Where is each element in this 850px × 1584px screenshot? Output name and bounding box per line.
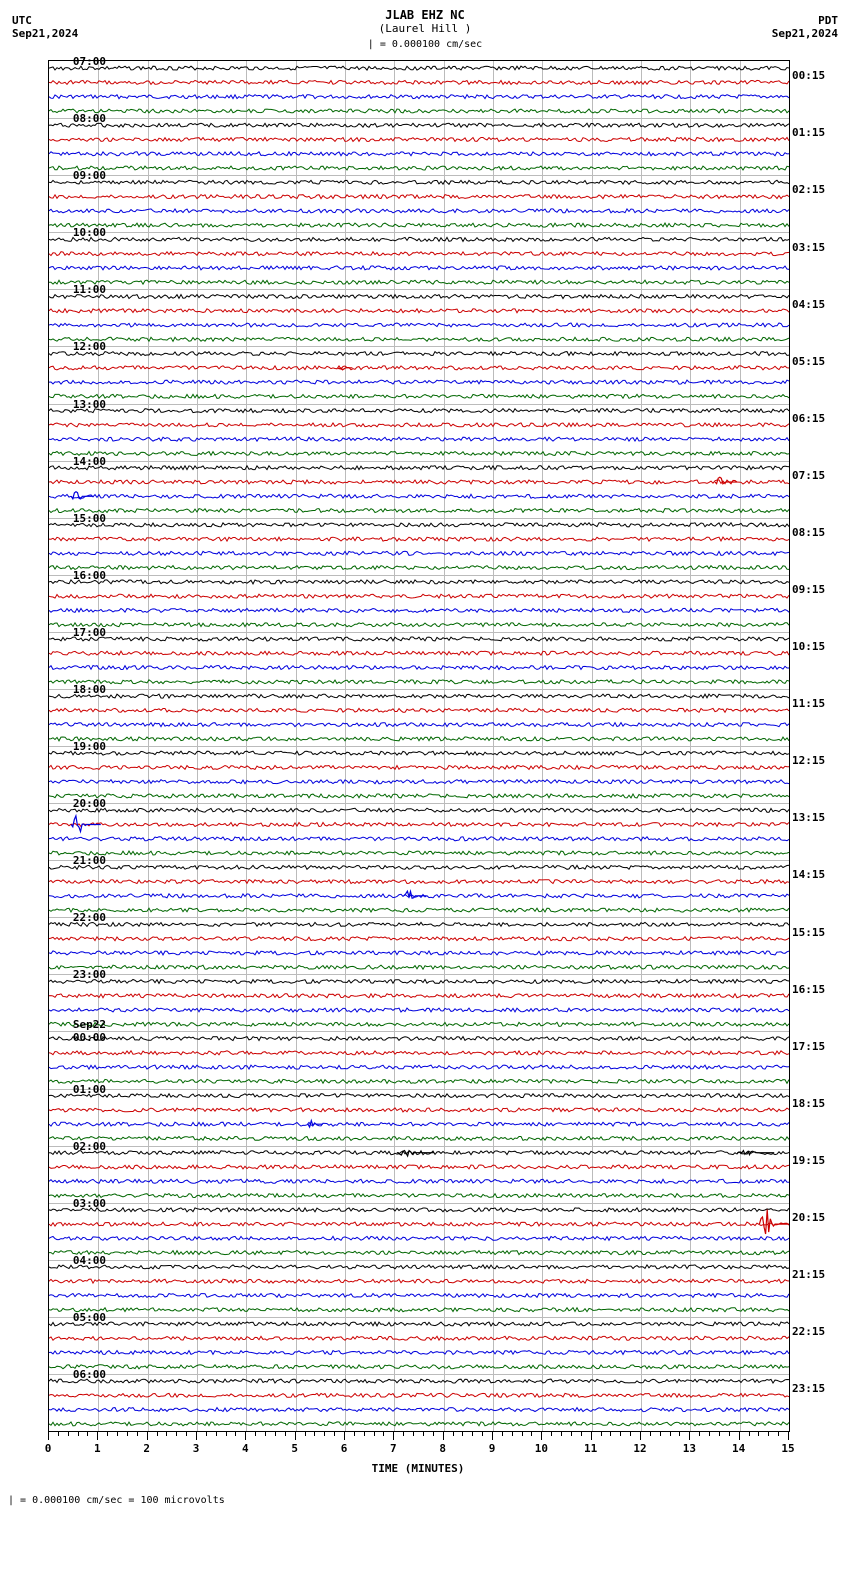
utc-time-label: 11:00	[73, 283, 106, 296]
pdt-time-label: 05:15	[792, 355, 825, 368]
x-axis-label: TIME (MINUTES)	[48, 1462, 788, 1475]
pdt-time-label: 11:15	[792, 697, 825, 710]
utc-time-label: 02:00	[73, 1140, 106, 1153]
utc-time-label: 16:00	[73, 569, 106, 582]
utc-time-label: 09:00	[73, 169, 106, 182]
x-tick-label: 8	[439, 1442, 446, 1455]
scale-text: | = 0.000100 cm/sec	[0, 39, 850, 50]
pdt-time-label: 03:15	[792, 241, 825, 254]
utc-time-label: 14:00	[73, 455, 106, 468]
utc-time-label: 21:00	[73, 854, 106, 867]
pdt-time-label: 18:15	[792, 1097, 825, 1110]
x-tick-label: 12	[633, 1442, 646, 1455]
utc-time-label: 19:00	[73, 740, 106, 753]
utc-time-label: 13:00	[73, 398, 106, 411]
pdt-time-label: 09:15	[792, 583, 825, 596]
utc-time-label: 15:00	[73, 512, 106, 525]
station-title: JLAB EHZ NC	[0, 8, 850, 22]
x-tick-label: 6	[341, 1442, 348, 1455]
pdt-time-label: 06:15	[792, 412, 825, 425]
footer-scale: | = 0.000100 cm/sec = 100 microvolts	[8, 1495, 225, 1506]
pdt-time-label: 22:15	[792, 1325, 825, 1338]
utc-time-label: 23:00	[73, 968, 106, 981]
x-tick-label: 4	[242, 1442, 249, 1455]
pdt-time-label: 07:15	[792, 469, 825, 482]
utc-time-label: 18:00	[73, 683, 106, 696]
timezone-right: PDT	[818, 14, 838, 27]
pdt-time-label: 00:15	[792, 69, 825, 82]
seismogram-container: JLAB EHZ NC (Laurel Hill ) | = 0.000100 …	[0, 0, 850, 1584]
utc-time-label: 10:00	[73, 226, 106, 239]
x-tick-label: 3	[193, 1442, 200, 1455]
header: JLAB EHZ NC (Laurel Hill ) | = 0.000100 …	[0, 8, 850, 50]
x-tick-label: 2	[143, 1442, 150, 1455]
pdt-time-label: 15:15	[792, 926, 825, 939]
plot-area	[48, 60, 790, 1432]
utc-time-label: 01:00	[73, 1083, 106, 1096]
x-tick-label: 5	[291, 1442, 298, 1455]
date-left: Sep21,2024	[12, 27, 78, 40]
pdt-time-label: 04:15	[792, 298, 825, 311]
pdt-time-label: 17:15	[792, 1040, 825, 1053]
pdt-time-label: 16:15	[792, 983, 825, 996]
timezone-left: UTC	[12, 14, 32, 27]
utc-time-label: 12:00	[73, 340, 106, 353]
pdt-time-label: 02:15	[792, 183, 825, 196]
pdt-time-label: 12:15	[792, 754, 825, 767]
utc-time-label: 05:00	[73, 1311, 106, 1324]
utc-time-label: 22:00	[73, 911, 106, 924]
station-subtitle: (Laurel Hill )	[0, 22, 850, 35]
utc-time-label: 17:00	[73, 626, 106, 639]
x-tick-label: 15	[781, 1442, 794, 1455]
utc-time-label: Sep22 00:00	[73, 1018, 106, 1044]
utc-time-label: 06:00	[73, 1368, 106, 1381]
x-tick-label: 1	[94, 1442, 101, 1455]
utc-time-label: 04:00	[73, 1254, 106, 1267]
pdt-time-label: 13:15	[792, 811, 825, 824]
pdt-time-label: 21:15	[792, 1268, 825, 1281]
pdt-time-label: 14:15	[792, 868, 825, 881]
utc-time-label: 07:00	[73, 55, 106, 68]
pdt-time-label: 08:15	[792, 526, 825, 539]
x-tick-label: 9	[489, 1442, 496, 1455]
pdt-time-label: 19:15	[792, 1154, 825, 1167]
pdt-time-label: 01:15	[792, 126, 825, 139]
pdt-time-label: 10:15	[792, 640, 825, 653]
x-tick-label: 10	[535, 1442, 548, 1455]
utc-time-label: 03:00	[73, 1197, 106, 1210]
x-tick-label: 0	[45, 1442, 52, 1455]
x-tick-label: 11	[584, 1442, 597, 1455]
utc-time-label: 08:00	[73, 112, 106, 125]
date-right: Sep21,2024	[772, 27, 838, 40]
utc-time-label: 20:00	[73, 797, 106, 810]
x-tick-label: 7	[390, 1442, 397, 1455]
x-tick-label: 14	[732, 1442, 745, 1455]
pdt-time-label: 23:15	[792, 1382, 825, 1395]
x-tick-label: 13	[683, 1442, 696, 1455]
pdt-time-label: 20:15	[792, 1211, 825, 1224]
